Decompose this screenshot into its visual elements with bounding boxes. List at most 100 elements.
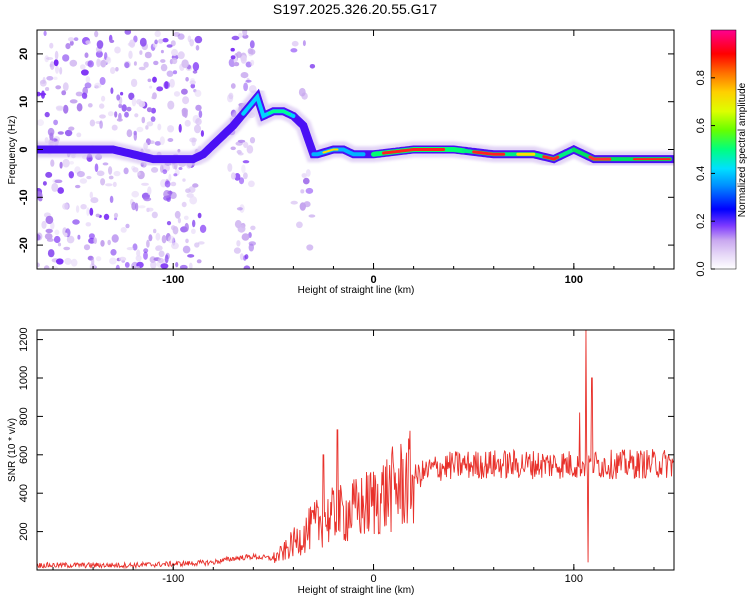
noise-blob (107, 239, 111, 246)
noise-blob (87, 60, 94, 68)
noise-blob (183, 215, 189, 220)
noise-blob (151, 107, 156, 114)
noise-blob (49, 132, 54, 141)
noise-blob (47, 249, 55, 258)
noise-blob (87, 103, 93, 108)
noise-blob (44, 111, 50, 118)
snr-ticks: -100 0 100 200 400 600 800 1000 1200 (18, 327, 674, 585)
noise-blob (195, 118, 202, 126)
noise-blob (75, 205, 80, 213)
noise-blob (110, 249, 117, 256)
noise-blob (130, 78, 138, 88)
noise-blob (80, 64, 86, 70)
noise-blob (95, 50, 103, 58)
noise-blob (44, 233, 53, 240)
noise-blob (124, 30, 132, 35)
noise-blob (158, 250, 165, 258)
noise-blob (53, 59, 59, 67)
noise-blob (137, 171, 141, 176)
noise-blob (178, 167, 183, 170)
noise-blob (245, 79, 252, 83)
noise-blob (100, 59, 107, 68)
noise-blob (57, 131, 64, 135)
spectrogram-ylabel: Frequency (Hz) (7, 116, 18, 185)
snr-frame (36, 329, 675, 571)
noise-blob (138, 66, 146, 71)
noise-blob (85, 40, 92, 45)
colorbar-tick-label: 0.2 (695, 214, 707, 229)
noise-blob (146, 107, 153, 113)
noise-blob (230, 55, 236, 60)
noise-blob (236, 51, 242, 58)
noise-blob (164, 180, 171, 188)
noise-blob (230, 47, 235, 52)
noise-blob (53, 235, 61, 244)
noise-blob (192, 219, 196, 228)
noise-blob (296, 221, 303, 229)
noise-blob (160, 263, 169, 269)
noise-blob (147, 78, 152, 83)
noise-blob (305, 187, 314, 194)
noise-blob (56, 106, 64, 112)
noise-blob (131, 97, 137, 107)
noise-blob (131, 190, 139, 198)
noise-blob (248, 180, 255, 188)
noise-blob (185, 77, 189, 82)
noise-blob (105, 183, 113, 187)
noise-blob (41, 220, 47, 229)
noise-blob (154, 141, 162, 146)
y-tick-label: 0 (18, 146, 30, 152)
noise-blob (143, 251, 148, 260)
noise-blob (190, 83, 196, 89)
noise-blob (181, 107, 188, 114)
noise-blob (110, 67, 116, 74)
noise-blob (133, 132, 137, 141)
noise-blob (62, 203, 69, 210)
noise-blob (69, 99, 78, 104)
noise-blob (91, 257, 95, 266)
noise-blob (133, 61, 137, 66)
noise-blob (37, 234, 41, 241)
noise-blob (85, 76, 91, 83)
noise-blob (132, 167, 139, 173)
noise-blob (102, 162, 109, 166)
noise-blob (116, 118, 123, 122)
y-tick-label: 1200 (18, 327, 30, 351)
noise-blob (194, 89, 202, 97)
figure-title: S197.2025.326.20.55.G17 (273, 1, 437, 17)
noise-blob (197, 241, 205, 245)
noise-blob (155, 232, 161, 241)
noise-blob (112, 181, 117, 188)
ridge-core (542, 155, 560, 161)
ridge-core (322, 148, 339, 154)
noise-blob (179, 264, 188, 269)
noise-blob (148, 234, 153, 242)
noise-blob (184, 222, 189, 232)
noise-blob (108, 175, 114, 180)
noise-blob (132, 243, 138, 251)
noise-blob (243, 172, 248, 180)
x-tick-label: 0 (370, 274, 376, 286)
noise-blob (99, 120, 103, 129)
snr-ylabel: SNR (10 * v/v) (7, 418, 18, 482)
noise-blob (66, 235, 75, 244)
noise-blob (115, 264, 120, 269)
noise-blob (301, 173, 307, 178)
noise-blob (171, 48, 178, 57)
noise-blob (189, 262, 193, 269)
noise-blob (301, 92, 308, 100)
noise-blob (291, 40, 299, 47)
noise-blob (199, 224, 207, 233)
y-tick-label: 400 (18, 484, 30, 502)
noise-blob (159, 136, 165, 146)
noise-blob (152, 92, 157, 100)
noise-blob (241, 164, 246, 174)
noise-blob (63, 232, 68, 238)
spectrogram-xlabel: Height of straight line (km) (298, 285, 415, 296)
noise-blob (150, 116, 156, 122)
noise-blob (227, 163, 233, 172)
noise-blob (161, 235, 167, 244)
noise-blob (177, 33, 185, 40)
noise-blob (128, 50, 133, 59)
noise-blob (167, 100, 175, 110)
